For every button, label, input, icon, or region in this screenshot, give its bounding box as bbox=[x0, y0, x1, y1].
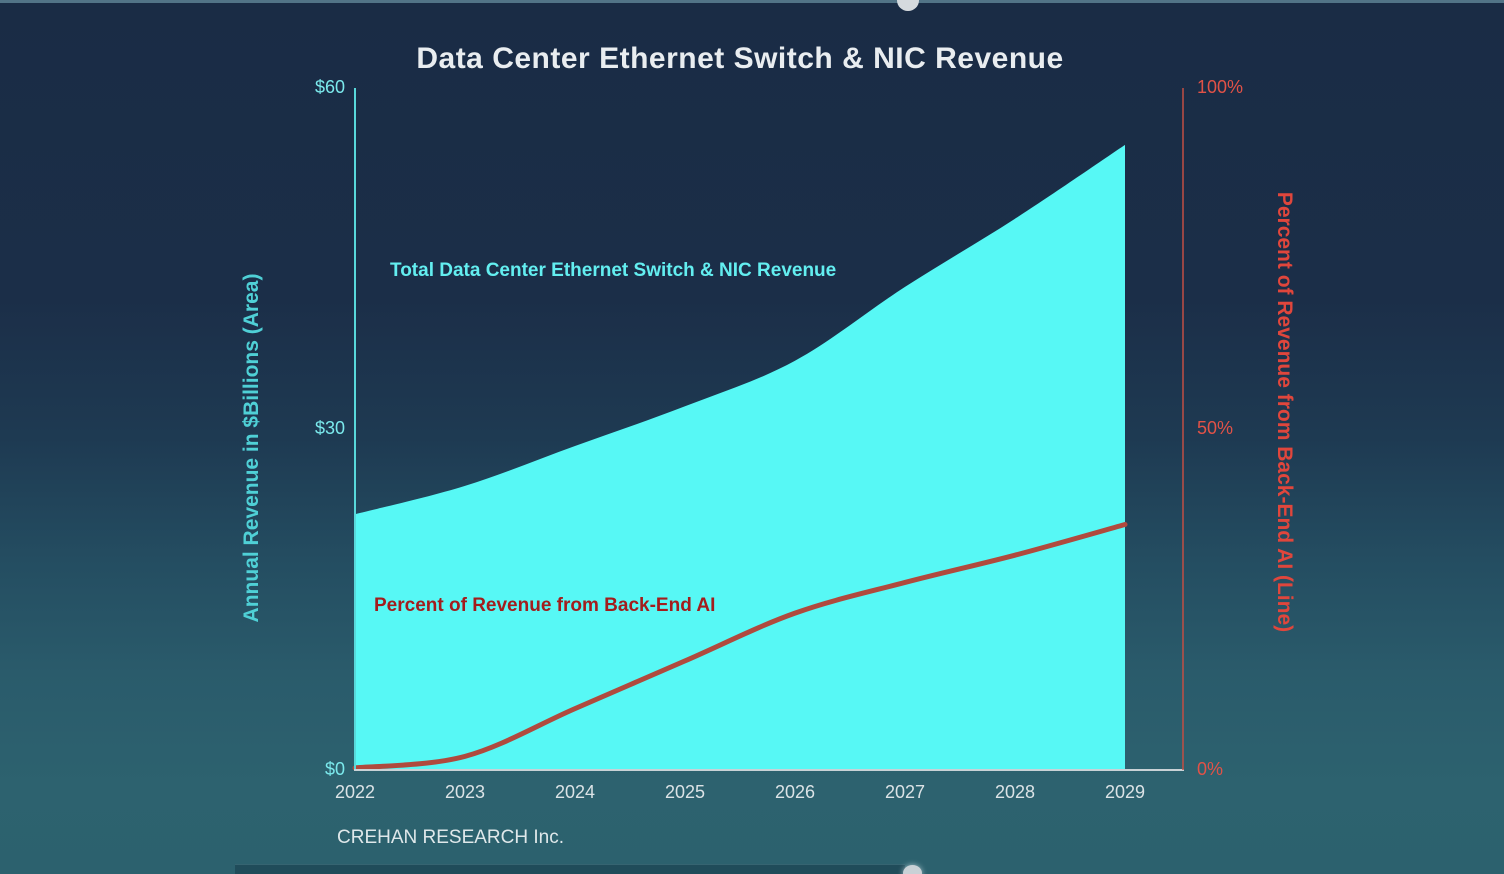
revenue-area-series bbox=[355, 144, 1125, 771]
x-axis-tick-label: 2025 bbox=[664, 782, 706, 802]
x-axis-tick-label: 2027 bbox=[884, 782, 926, 802]
x-axis-tick-label: 2022 bbox=[334, 782, 376, 802]
x-axis-tick-label: 2029 bbox=[1104, 782, 1146, 802]
right-axis-tick-label: 0% bbox=[1197, 759, 1224, 779]
right-axis-title: Percent of Revenue from Back-End AI (Lin… bbox=[1273, 191, 1296, 633]
left-axis-title: Annual Revenue in $Billions (Area) bbox=[240, 273, 263, 623]
backend-ai-line-series bbox=[352, 521, 1128, 771]
x-axis-tick-label: 2023 bbox=[444, 782, 486, 802]
area-series-label: Total Data Center Ethernet Switch & NIC … bbox=[390, 260, 837, 281]
x-axis-tick-label: 2026 bbox=[774, 782, 816, 802]
x-axis-tick-label: 2028 bbox=[994, 782, 1036, 802]
right-axis-tick-label: 50% bbox=[1197, 418, 1234, 438]
source-attribution: CREHAN RESEARCH Inc. bbox=[337, 827, 564, 848]
left-axis-tick-label: $0 bbox=[324, 759, 345, 779]
top-center-notch-decoration bbox=[897, 0, 919, 11]
x-axis-tick-label: 2024 bbox=[554, 782, 596, 802]
chart-title: Data Center Ethernet Switch & NIC Revenu… bbox=[416, 42, 1064, 76]
left-axis-tick-label: $60 bbox=[314, 77, 345, 97]
bottom-edge-band bbox=[235, 864, 905, 874]
right-axis-tick-label: 100% bbox=[1197, 77, 1244, 97]
left-axis-tick-label: $30 bbox=[314, 418, 345, 438]
slide-top-edge-highlight bbox=[0, 0, 1504, 3]
bottom-center-blob-decoration bbox=[903, 865, 922, 874]
line-series-label: Percent of Revenue from Back-End AI bbox=[374, 595, 716, 616]
